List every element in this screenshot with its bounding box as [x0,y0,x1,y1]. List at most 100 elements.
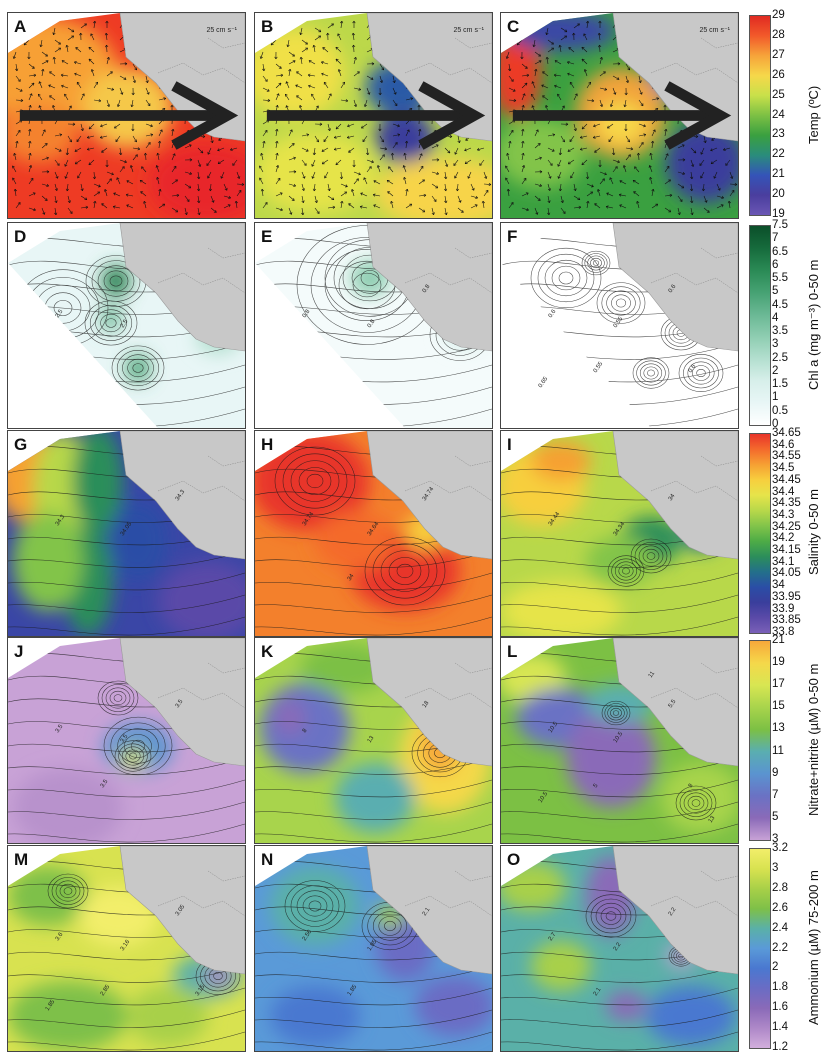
colorbar-tick-label: 7 [772,788,779,801]
colorbar-tick-label: 13 [772,722,785,735]
contour-label: 1.85 [45,999,57,1013]
contour-label: 5.5 [668,698,678,709]
colorbar-tick-label: 34.65 [772,427,801,439]
contour-label: 3.05 [175,904,187,918]
colorbar-tick-label: 34 [772,579,785,592]
contour-label: 10.5 [548,721,560,735]
colorbar-tick-label: 1.8 [772,981,788,994]
colorbar-tick-label: 3 [772,861,779,874]
colorbar [749,433,771,634]
colorbar-tick-label: 7.5 [772,219,788,231]
panel-letter: J [14,642,24,661]
land-mask [612,846,738,975]
colorbar-tick-label: 2.5 [772,351,788,364]
colorbar-ticks: 21 19 17 15 13 11 9 7 5 3 [772,634,802,845]
colorbar-ticks: 34.65 34.6 34.55 34.5 34.45 34.4 34.35 34.3 34.2… [772,427,802,638]
colorbar-tick-label: 4.5 [772,298,788,311]
panel-letter: F [507,227,518,246]
land-mask [119,431,245,560]
map-panel-d: 2.5 2.5 D [7,222,246,429]
colorbar-tick-label: 34.4 [772,485,795,498]
colorbar-tick-label: 1.6 [772,1001,788,1014]
map-panel-o: 2.7 2.2 2.2 2.1 O [500,845,739,1052]
colorbar-tick-label: 34.3 [772,508,795,521]
colorbar [749,15,771,216]
contour-label: 2.2 [613,941,623,952]
land-mask [119,223,245,352]
map-panel-j: 3.5 3.5 3.5 3.5 J [7,637,246,844]
contour-label: 0.6 [668,283,678,294]
colorbar [749,848,771,1049]
contour-label: 3.15 [195,984,207,998]
contour-label: 0.65 [538,376,550,390]
contour-label: 13 [708,815,717,824]
colorbar-title: Chl a (mg m⁻³) 0-50 m [806,259,821,390]
colorbar-tick-label: 17 [772,678,785,691]
contour-label: 3.5 [175,698,185,709]
map-panel-m: 3.6 3.16 3.05 2.85 3.15 1.85 M [7,845,246,1052]
colorbar [749,640,771,841]
colorbar-tick-label: 5.5 [772,272,788,285]
scale-label: 25 cm s⁻¹ [206,27,237,34]
map-canvas: 2.5 2.5 [8,223,245,428]
map-panel-f: 0.6 0.55 0.6 0.55 0.6 0.65 F [500,222,739,429]
colorbar-tick-label: 25 [772,88,785,101]
colorbar-tick-label: 2.6 [772,901,788,914]
land-mask [612,431,738,560]
colorbar-tick-label: 9 [772,766,779,779]
scale-label: 25 cm s⁻¹ [699,27,730,34]
colorbar-tick-label: 34.5 [772,462,795,475]
colorbar-title: Salinity 0-50 m [806,489,821,576]
colorbar-title: Nitrate+nitrite (µM) 0-50 m [806,663,821,816]
colorbar-tick-label: 2.8 [772,881,788,894]
panel-letter: E [261,227,273,246]
colorbar-tick-label: 19 [772,208,785,220]
colorbar-tick-label: 34.45 [772,473,801,486]
contour-label: 0.6 [548,308,558,319]
colorbar-tick-label: 21 [772,168,785,181]
colorbar-tick-label: 24 [772,108,785,121]
contour-label: 34 [668,493,677,502]
colorbar-tick-label: 15 [772,700,785,713]
colorbar-title: Temp (ºC) [806,85,821,144]
scale-arrow-icon [19,81,239,150]
colorbar-tick-label: 27 [772,48,785,61]
colorbar-tick-label: 3.2 [772,842,788,854]
contour-label: 0.8 [367,318,377,329]
map-canvas: 8 13 18 [255,638,492,843]
colorbar-title: Ammonium (µM) 75-200 m [806,870,821,1025]
panel-letter: O [507,850,521,869]
colorbar-tick-label: 6.5 [772,245,788,258]
contour-label: 1.85 [367,939,379,953]
contour-label: 3.6 [55,931,65,942]
colorbar-tick-label: 2 [772,364,779,377]
colorbar-tick-label: 33.85 [772,614,801,627]
land-mask [366,638,492,767]
contour-label: 8 [302,727,309,734]
colorbar-tick-label: 5 [772,285,779,298]
contour-label: 13 [367,735,376,744]
panel-letter: D [14,227,27,246]
contour-label: 10.5 [613,731,625,745]
contour-label: 3.5 [100,778,110,789]
land-mask [612,638,738,767]
colorbar-tick-label: 2 [772,961,779,974]
land-mask [119,846,245,975]
map-canvas: 3.6 3.16 3.05 2.85 3.15 1.85 [8,846,245,1051]
colorbar-tick-label: 1.2 [772,1041,788,1053]
contour-label: 0.55 [613,316,625,330]
map-canvas: 2.56 1.85 2.1 1.85 [255,846,492,1051]
contour-label: 2.1 [422,906,432,917]
colorbar-tick-label: 26 [772,68,785,81]
panel-letter: L [507,642,518,661]
contour-label: 3.16 [120,939,132,953]
colorbar-tick-label: 3 [772,338,779,351]
map-canvas: 0.8 0.8 0.8 [255,223,492,428]
map-canvas [8,13,245,218]
contour-label: 34.3 [55,514,67,528]
contour-label: 3.5 [120,733,130,744]
map-canvas: 2.7 2.2 2.2 2.1 [501,846,738,1051]
panel-letter: I [507,435,512,454]
scale-label: 25 cm s⁻¹ [453,27,484,34]
